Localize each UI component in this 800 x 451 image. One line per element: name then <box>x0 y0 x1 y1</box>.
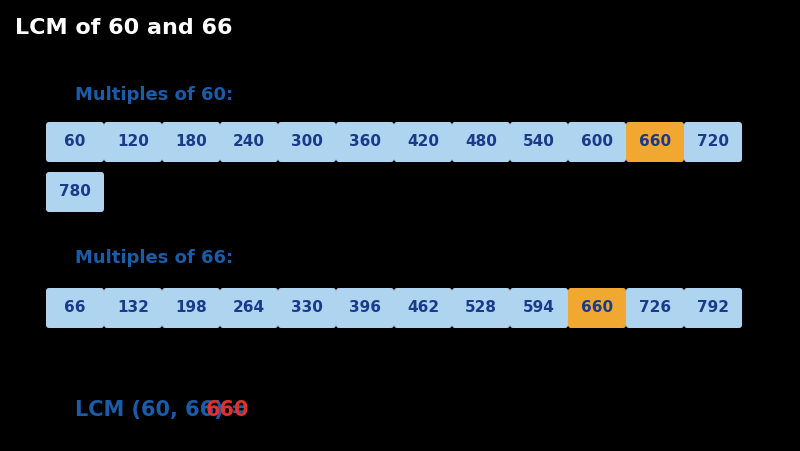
FancyBboxPatch shape <box>684 288 742 328</box>
Text: 396: 396 <box>349 300 381 316</box>
Text: LCM (60, 66) =: LCM (60, 66) = <box>75 400 256 420</box>
Text: 120: 120 <box>117 134 149 149</box>
FancyBboxPatch shape <box>626 122 684 162</box>
Text: 330: 330 <box>291 300 323 316</box>
Text: 180: 180 <box>175 134 207 149</box>
FancyBboxPatch shape <box>568 122 626 162</box>
FancyBboxPatch shape <box>684 122 742 162</box>
FancyBboxPatch shape <box>46 122 104 162</box>
FancyBboxPatch shape <box>104 288 162 328</box>
FancyBboxPatch shape <box>510 288 568 328</box>
Text: LCM of 60 and 66: LCM of 60 and 66 <box>15 18 233 38</box>
FancyBboxPatch shape <box>104 122 162 162</box>
Text: 600: 600 <box>581 134 613 149</box>
Text: 420: 420 <box>407 134 439 149</box>
FancyBboxPatch shape <box>46 288 104 328</box>
FancyBboxPatch shape <box>394 122 452 162</box>
FancyBboxPatch shape <box>278 288 336 328</box>
Text: 480: 480 <box>465 134 497 149</box>
Text: 660: 660 <box>206 400 249 420</box>
Text: 528: 528 <box>465 300 497 316</box>
Text: 462: 462 <box>407 300 439 316</box>
Text: 300: 300 <box>291 134 323 149</box>
FancyBboxPatch shape <box>626 288 684 328</box>
Text: 132: 132 <box>117 300 149 316</box>
Text: 198: 198 <box>175 300 207 316</box>
FancyBboxPatch shape <box>278 122 336 162</box>
FancyBboxPatch shape <box>336 288 394 328</box>
FancyBboxPatch shape <box>336 122 394 162</box>
FancyBboxPatch shape <box>452 288 510 328</box>
Text: 720: 720 <box>697 134 729 149</box>
FancyBboxPatch shape <box>162 288 220 328</box>
Text: 792: 792 <box>697 300 729 316</box>
Text: 660: 660 <box>581 300 613 316</box>
FancyBboxPatch shape <box>568 288 626 328</box>
FancyBboxPatch shape <box>162 122 220 162</box>
Text: 360: 360 <box>349 134 381 149</box>
Text: 264: 264 <box>233 300 265 316</box>
Text: 240: 240 <box>233 134 265 149</box>
Text: 594: 594 <box>523 300 555 316</box>
FancyBboxPatch shape <box>452 122 510 162</box>
Text: 60: 60 <box>64 134 86 149</box>
Text: 66: 66 <box>64 300 86 316</box>
FancyBboxPatch shape <box>46 172 104 212</box>
Text: Multiples of 60:: Multiples of 60: <box>75 86 233 104</box>
FancyBboxPatch shape <box>220 122 278 162</box>
FancyBboxPatch shape <box>394 288 452 328</box>
FancyBboxPatch shape <box>510 122 568 162</box>
Text: 780: 780 <box>59 184 91 199</box>
Text: 540: 540 <box>523 134 555 149</box>
Text: Multiples of 66:: Multiples of 66: <box>75 249 233 267</box>
Text: 726: 726 <box>639 300 671 316</box>
Text: 660: 660 <box>639 134 671 149</box>
FancyBboxPatch shape <box>220 288 278 328</box>
